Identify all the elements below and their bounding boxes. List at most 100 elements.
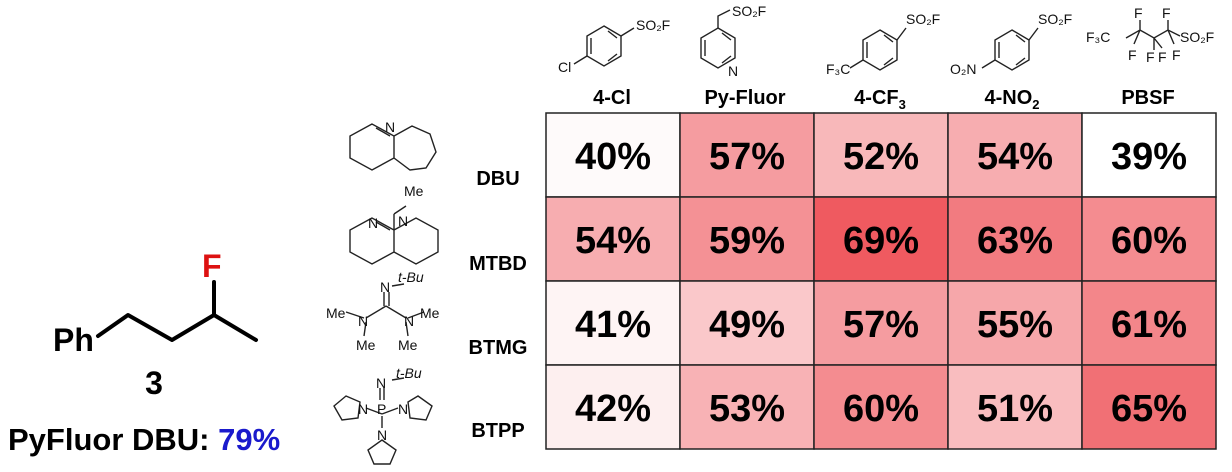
perfluorobutyl-chain	[1125, 20, 1181, 50]
atom-label-n: N	[358, 313, 368, 329]
atom-label-so2f: SO₂F	[906, 11, 940, 27]
heatmap-value-label: 54%	[977, 136, 1053, 178]
heatmap-value-label: 39%	[1111, 136, 1187, 178]
benzene-ring	[862, 29, 898, 71]
substituent-bonds	[717, 9, 731, 28]
pyrrolidine-ring-right	[407, 395, 433, 421]
product-structure: Ph F 3 PyFluor DBU: 79%	[8, 248, 280, 457]
heatmap-cell-dbu-pbsf	[1081, 112, 1217, 198]
atom-label-me: Me	[404, 183, 424, 199]
atom-label-f: F	[1158, 49, 1167, 65]
heatmap-value-label: 52%	[843, 136, 919, 178]
structure-mtbd	[349, 205, 439, 265]
heatmap-value-label: 57%	[709, 136, 785, 178]
heatmap-cell-btpp-4-cl	[545, 364, 681, 450]
heatmap-cell-mtbd-4-cl	[545, 196, 681, 282]
heatmap-value-label: 53%	[709, 388, 785, 430]
atom-label-f3c: F₃C	[1086, 29, 1110, 45]
structure-dbu	[349, 123, 437, 171]
atom-label-so2f: SO₂F	[1038, 11, 1072, 27]
heatmap-cell-dbu-4-cl	[545, 112, 681, 198]
atom-label-n: N	[398, 213, 408, 229]
atom-label-n: N	[728, 63, 738, 79]
column-headers: 4-Cl Py-Fluor 4-CF3 4-NO2 PBSF	[593, 87, 1175, 112]
atom-label-p: P	[377, 401, 386, 417]
atom-label-n: N	[377, 427, 387, 443]
heatmap-cell-btmg-4-no2	[947, 280, 1083, 366]
benzene-ring	[994, 29, 1030, 71]
heatmap-value-label: 42%	[575, 388, 651, 430]
heatmap-value-label: 63%	[977, 220, 1053, 262]
row-header-dbu: DBU	[476, 168, 519, 190]
structure-btpp	[333, 377, 433, 465]
row-header-btpp: BTPP	[471, 420, 524, 442]
heatmap-value-label: 51%	[977, 388, 1053, 430]
heatmap-value-label: 41%	[575, 304, 651, 346]
column-header-py-fluor: Py-Fluor	[704, 87, 785, 109]
column-header-4-cf3: 4-CF3	[854, 87, 906, 112]
base-structure-labels: N Me N N N t-Bu Me N N Me Me Me N t-Bu N…	[326, 119, 440, 443]
atom-label-f: F	[1146, 49, 1155, 65]
substituent-bonds	[573, 27, 635, 65]
structure-btmg	[345, 283, 425, 337]
atom-label-f: F	[1172, 47, 1181, 63]
atom-label-n: N	[404, 313, 414, 329]
heatmap-value-label: 60%	[1111, 220, 1187, 262]
column-header-text: 4-NO	[984, 87, 1032, 109]
yield-heatmap: 40% 57% 52% 54% 39% 54% 59% 69% 63% 60% 41% 49% 57% 5…	[545, 112, 1217, 450]
substituent-bonds	[981, 27, 1039, 69]
atom-label-n: N	[398, 401, 408, 417]
heatmap-value-label: 60%	[843, 388, 919, 430]
column-header-text: 4-CF	[854, 87, 898, 109]
structure-py-fluor	[700, 9, 736, 69]
atom-label-f3c: F₃C	[826, 61, 850, 77]
substituent-bonds	[849, 27, 907, 69]
heatmap-cell-btmg-py-fluor	[679, 280, 815, 366]
ring-double-bonds	[998, 34, 1026, 66]
pyrrolidine-ring-left	[333, 395, 361, 421]
atom-label-n: N	[358, 401, 368, 417]
structure-4-no2	[981, 27, 1039, 71]
heatmap-cell-dbu-4-cf3	[813, 112, 949, 198]
heatmap-cell-dbu-4-no2	[947, 112, 1083, 198]
benzene-ring	[586, 25, 622, 67]
heatmap-cell-btpp-pbsf	[1081, 364, 1217, 450]
atom-label-o2n: O₂N	[950, 61, 976, 77]
btpp-skeleton	[365, 377, 405, 428]
column-header-subscript: 2	[1032, 97, 1039, 112]
compound-number: 3	[145, 365, 163, 401]
atom-label-me: Me	[326, 305, 346, 321]
fluorine-label: F	[202, 248, 222, 284]
atom-label-f: F	[1128, 47, 1137, 63]
atom-label-me: Me	[420, 305, 440, 321]
atom-label-tbu: t-Bu	[398, 269, 424, 285]
atom-label-f: F	[1162, 5, 1171, 21]
column-header-text: 4-Cl	[593, 87, 631, 109]
atom-label-so2f: SO₂F	[1180, 29, 1214, 45]
structure-pbsf	[1125, 20, 1181, 50]
atom-label-cl: Cl	[558, 59, 571, 75]
atom-label-so2f: SO₂F	[732, 3, 766, 19]
row-headers: DBU MTBD BTMG BTPP	[469, 168, 528, 442]
atom-label-n: N	[368, 215, 378, 231]
pyrrolidine-ring-bottom	[367, 439, 397, 465]
heatmap-cell-btpp-4-cf3	[813, 364, 949, 450]
heatmap-value-label: 65%	[1111, 388, 1187, 430]
reference-label: PyFluor DBU:	[8, 422, 218, 457]
row-header-btmg: BTMG	[469, 337, 528, 359]
column-header-text: Py-Fluor	[704, 87, 785, 109]
column-header-4-no2: 4-NO2	[984, 87, 1039, 112]
ring-double-bonds	[590, 30, 618, 62]
reagent-structures	[573, 9, 1181, 71]
heatmap-value-label: 61%	[1111, 304, 1187, 346]
row-header-mtbd: MTBD	[469, 253, 527, 275]
product-bonds	[96, 280, 258, 342]
heatmap-value-label: 40%	[575, 136, 651, 178]
column-header-4-cl: 4-Cl	[593, 87, 631, 109]
phenyl-label: Ph	[53, 322, 94, 358]
heatmap-value-label: 49%	[709, 304, 785, 346]
heatmap-cell-mtbd-pbsf	[1081, 196, 1217, 282]
atom-label-tbu: t-Bu	[396, 365, 422, 381]
base-structures	[333, 123, 439, 465]
